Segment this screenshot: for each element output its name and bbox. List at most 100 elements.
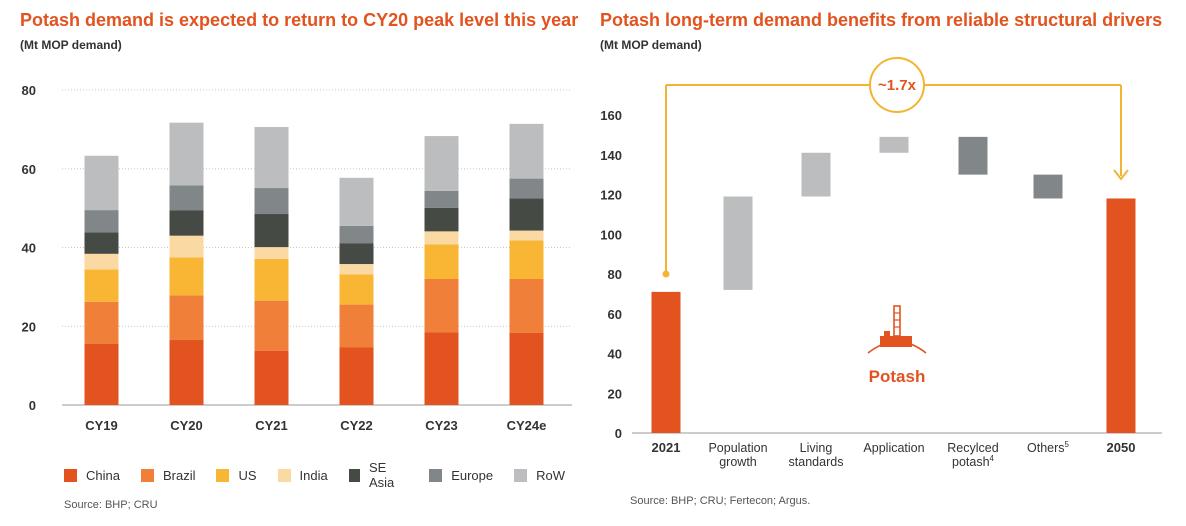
x-tick-label-line: Application (863, 441, 924, 455)
left-chart-title: Potash demand is expected to return to C… (20, 10, 579, 30)
bar-segment-us (509, 240, 544, 279)
x-tick-label: CY21 (255, 418, 288, 433)
legend-item-india: India (277, 460, 328, 490)
waterfall-bar (1033, 174, 1063, 199)
x-tick-label-line: growth (719, 455, 757, 469)
bar-segment-se-asia (339, 243, 374, 265)
x-tick-label: 2021 (652, 440, 681, 455)
bar-segment-brazil (254, 300, 289, 351)
y-tick-label: 140 (600, 148, 622, 163)
legend-swatch (140, 468, 154, 482)
bar-segment-china (254, 350, 289, 405)
bar-segment-se-asia (509, 198, 544, 231)
legend-swatch (64, 468, 77, 482)
x-tick-label: CY24e (507, 418, 547, 433)
legend-label: Europe (451, 467, 494, 483)
bar-segment-brazil (339, 304, 374, 348)
bar-segment-us (424, 244, 459, 279)
bar-segment-us (84, 269, 119, 302)
multiplier-circle (869, 57, 925, 113)
x-tick-label: CY19 (85, 418, 118, 433)
legend-swatch (277, 468, 291, 482)
bar-segment-china (339, 347, 374, 405)
bar-segment-europe (169, 185, 204, 211)
chart-legend: China Brazil US India SE Asia Europe RoW (64, 460, 586, 490)
right-chart-source: Source: BHP; CRU; Fertecon; Argus. (630, 495, 811, 507)
x-tick-label: CY22 (340, 418, 373, 433)
bar-segment-us (169, 257, 204, 296)
bar-segment-europe (84, 210, 119, 233)
bar-segment-china (424, 332, 459, 405)
bar-segment-row (84, 155, 119, 211)
bar-segment-europe (339, 225, 374, 244)
y-tick-label: 0 (615, 426, 622, 441)
waterfall-bar (723, 196, 753, 290)
bar-segment-brazil (424, 279, 459, 333)
legend-item-brazil: Brazil (140, 460, 196, 490)
y-tick-label: 160 (600, 108, 622, 123)
annotation-arrowhead (1113, 169, 1129, 181)
y-tick-label: 80 (608, 267, 622, 282)
bar-segment-india (339, 264, 374, 275)
y-tick-label: 80 (22, 83, 36, 98)
bar-segment-india (509, 230, 544, 241)
bar-segment-brazil (509, 279, 544, 333)
bar-segment-china (84, 343, 119, 405)
bar-segment-row (339, 177, 374, 226)
legend-item-us: US (216, 460, 257, 490)
waterfall-bar (1106, 198, 1136, 433)
left-chart-panel: Potash demand is expected to return to C… (0, 0, 586, 526)
y-tick-label: 40 (608, 347, 622, 362)
legend-swatch (514, 468, 528, 482)
legend-swatch (348, 468, 360, 482)
bar-segment-india (424, 231, 459, 245)
left-chart-source: Source: BHP; CRU (64, 499, 158, 511)
bar-segment-se-asia (424, 207, 459, 232)
x-tick-label-line: potash4 (952, 454, 995, 469)
legend-item-row: RoW (514, 460, 565, 490)
x-tick-label-line: Population (708, 441, 767, 455)
bar-segment-europe (424, 190, 459, 208)
bar-segment-us (339, 274, 374, 305)
bar-segment-india (84, 253, 119, 270)
y-tick-label: 20 (608, 386, 622, 401)
bar-segment-europe (254, 188, 289, 215)
x-tick-label: 2050 (1107, 440, 1136, 455)
x-tick-label: Application (863, 441, 924, 455)
x-tick-label: Others5 (1027, 440, 1070, 455)
bar-segment-row (254, 127, 289, 189)
bar-segment-europe (509, 178, 544, 199)
left-chart-subtitle: (Mt MOP demand) (20, 38, 122, 52)
bar-segment-india (169, 235, 204, 258)
legend-swatch (429, 468, 443, 482)
bar-segment-se-asia (84, 232, 119, 254)
legend-label: Brazil (162, 467, 196, 483)
y-tick-label: 40 (22, 241, 36, 256)
waterfall-chart: 0 20 40 60 80 100 120 140 160 2021 Populationgrowt… (600, 57, 1162, 469)
bar-segment-brazil (169, 295, 204, 341)
waterfall-bar (879, 136, 909, 153)
y-tick-label: 60 (22, 162, 36, 177)
right-chart-title: Potash long-term demand benefits from re… (600, 10, 1163, 30)
potash-mine-icon (867, 305, 927, 354)
legend-label: SE Asia (368, 460, 395, 490)
x-tick-label-line: Living (800, 441, 833, 455)
x-tick-label: CY23 (425, 418, 458, 433)
stacked-bar-chart: 0 20 40 60 80 CY19 CY20 CY21 CY22 CY23 CY24e (22, 83, 572, 433)
waterfall-bar (651, 291, 681, 433)
x-tick-label-line: Recylced (947, 441, 998, 455)
bar-segment-se-asia (169, 210, 204, 236)
legend-item-china: China (64, 460, 120, 490)
legend-label: US (238, 467, 257, 483)
bar-segment-row (424, 136, 459, 191)
legend-label: China (86, 467, 120, 483)
y-tick-label: 120 (600, 188, 622, 203)
bar-segment-se-asia (254, 214, 289, 248)
waterfall-bar (958, 136, 988, 175)
x-tick-label: CY20 (170, 418, 203, 433)
legend-item-se-asia: SE Asia (348, 460, 408, 490)
potash-icon-label: Potash (869, 367, 926, 386)
